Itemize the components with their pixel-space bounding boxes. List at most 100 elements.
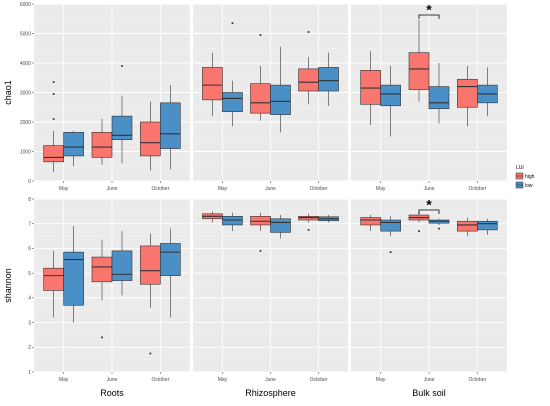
y-tick-label: 4 <box>28 296 31 302</box>
bracket-line <box>418 209 440 214</box>
box-shannon-roots-may-low <box>63 226 84 323</box>
y-tick-label: 1 <box>28 370 31 376</box>
box-shannon-roots-october-high <box>140 233 161 355</box>
box-body <box>428 86 450 110</box>
legend-title: LUI <box>516 165 524 171</box>
legend-label-high: high <box>525 174 535 180</box>
y-tick-label: 3 <box>28 320 31 326</box>
box-body <box>91 256 113 283</box>
box-body <box>111 115 133 140</box>
outlier-point <box>231 22 234 25</box>
outlier-point <box>259 249 262 252</box>
x-tick-label-october: October <box>151 377 169 383</box>
y-tick-label: 3000 <box>20 90 31 96</box>
box-body <box>43 267 64 291</box>
y-tick-label: 8 <box>28 197 31 203</box>
significance-star: * <box>426 197 432 213</box>
box-body <box>270 84 291 115</box>
outlier-point <box>52 118 55 121</box>
y-tick-label: 4000 <box>20 61 31 67</box>
outlier-point <box>259 33 262 36</box>
box-body <box>111 250 133 281</box>
box-chao1-roots-october-low <box>160 85 181 170</box>
box-body <box>222 92 243 112</box>
box-chao1-roots-may-low <box>63 130 84 167</box>
box-shannon-roots-may-high <box>43 250 64 318</box>
facet-label-roots: Roots <box>100 388 124 398</box>
box-body <box>250 83 271 114</box>
box-chao1-bulk-soil-october-high <box>457 65 478 127</box>
y-tick-label: 5000 <box>20 31 31 37</box>
box-body <box>270 218 291 233</box>
bracket-line <box>418 14 440 19</box>
outlier-point <box>52 92 55 95</box>
y-tick-label: 6 <box>28 246 31 252</box>
box-body <box>43 145 64 163</box>
y-tick-label: 2 <box>28 345 31 351</box>
y-tick-label: 6000 <box>20 2 31 8</box>
x-tick-label-may: May <box>218 186 228 192</box>
box-shannon-roots-june-high <box>91 239 113 339</box>
x-tick-label-october: October <box>151 186 169 192</box>
outlier-point <box>149 352 152 355</box>
box-body <box>360 217 381 226</box>
box-chao1-rhizosphere-october-low <box>318 52 339 106</box>
box-shannon-bulk-soil-october-low <box>477 218 498 235</box>
box-body <box>160 102 181 149</box>
y-tick-label: 0 <box>28 179 31 185</box>
y-tick-label: 7 <box>28 222 31 228</box>
outlier-point <box>307 31 310 34</box>
x-tick-label-october: October <box>310 377 328 383</box>
box-shannon-rhizosphere-june-low <box>270 215 291 239</box>
x-tick-label-may: May <box>218 377 228 383</box>
box-body <box>457 78 478 108</box>
significance-star: * <box>426 2 432 18</box>
box-body <box>380 219 401 232</box>
box-chao1-roots-october-high <box>140 101 161 171</box>
box-shannon-roots-october-low <box>160 228 181 318</box>
y-axis-label-chao1: chao1 <box>3 80 13 105</box>
box-chao1-rhizosphere-may-low <box>222 22 243 127</box>
box-shannon-bulk-soil-may-low <box>380 216 401 254</box>
box-body <box>140 121 161 157</box>
outlier-point <box>52 81 55 84</box>
box-chao1-bulk-soil-october-low <box>477 67 498 117</box>
outlier-point <box>389 251 392 254</box>
box-body <box>160 243 181 276</box>
y-tick-label: 5 <box>28 271 31 277</box>
x-tick-label-june: June <box>265 186 276 192</box>
x-tick-label-june: June <box>265 377 276 383</box>
x-tick-label-june: June <box>424 377 435 383</box>
box-body <box>477 220 498 231</box>
box-chao1-rhizosphere-may-high <box>202 52 223 117</box>
box-shannon-rhizosphere-october-low <box>318 215 339 223</box>
outlier-point <box>307 228 310 231</box>
box-body <box>318 67 339 92</box>
box-shannon-rhizosphere-october-high <box>298 213 319 231</box>
box-body <box>250 216 271 226</box>
box-chao1-rhizosphere-june-low <box>270 46 291 133</box>
significance-bracket-shannon: * <box>418 197 440 214</box>
outlier-point <box>101 336 103 339</box>
box-chao1-roots-june-low <box>111 64 133 164</box>
box-chao1-roots-may-high <box>43 81 64 173</box>
box-body <box>408 52 430 90</box>
facet-label-bulk-soil: Bulk soil <box>412 388 446 398</box>
outlier-point <box>418 230 420 233</box>
x-tick-label-october: October <box>310 186 328 192</box>
y-axis-label-shannon: shannon <box>3 268 13 303</box>
x-tick-label-may: May <box>376 186 386 192</box>
box-body <box>63 132 84 157</box>
x-tick-label-may: May <box>59 377 69 383</box>
box-shannon-bulk-soil-june-low <box>428 218 450 230</box>
outlier-point <box>438 227 440 230</box>
box-body <box>140 245 161 285</box>
x-tick-label-june: June <box>424 186 435 192</box>
box-body <box>91 132 113 158</box>
y-tick-label: 1000 <box>20 149 31 155</box>
box-chao1-bulk-soil-may-low <box>380 65 401 137</box>
y-tick-label: 2000 <box>20 120 31 126</box>
box-shannon-rhizosphere-may-low <box>222 212 243 232</box>
